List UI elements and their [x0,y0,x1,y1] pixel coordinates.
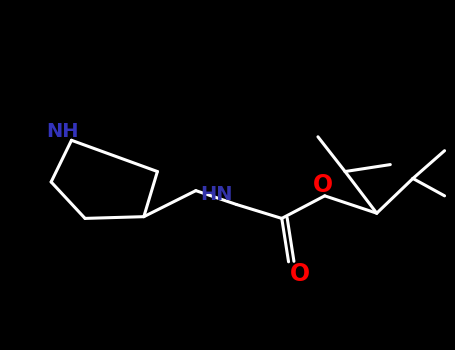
Text: HN: HN [200,184,233,204]
Text: NH: NH [46,122,79,141]
Text: O: O [290,262,310,286]
Text: O: O [313,173,333,197]
